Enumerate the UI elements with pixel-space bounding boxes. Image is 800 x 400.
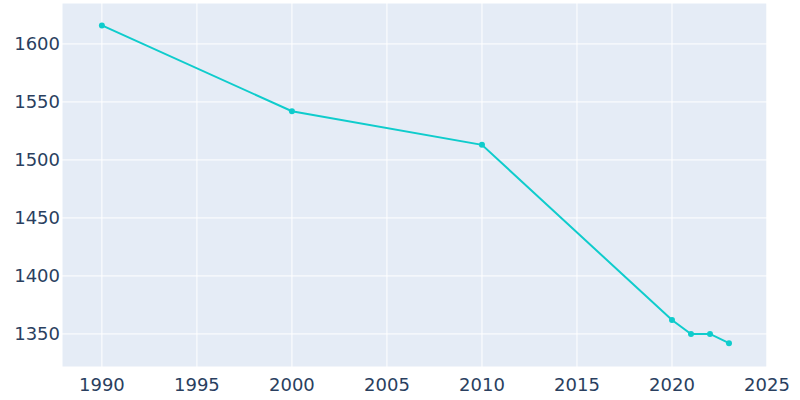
x-grid-line [576,3,577,367]
y-tick-label: 1350 [14,323,60,344]
x-grid-line [671,3,672,367]
x-tick-label: 2020 [649,374,695,395]
y-tick-label: 1500 [14,149,60,170]
x-tick-label: 1990 [79,374,125,395]
plot-frame [62,3,767,367]
x-grid-line [291,3,292,367]
y-grid-line [62,101,767,102]
marker [669,317,675,323]
x-grid-line [196,3,197,367]
chart: 1990 1995 2000 2005 2010 2015 2020 2025 1350 1400… [0,0,800,400]
plot-background [62,3,767,367]
y-tick-label: 1600 [14,33,60,54]
x-tick-label: 2005 [364,374,410,395]
marker [99,22,105,28]
y-tick-label: 1550 [14,91,60,112]
x-grid-line [386,3,387,367]
marker [688,331,694,337]
x-tick-label: 2000 [269,374,315,395]
y-grid-line [62,275,767,276]
y-grid-line [62,159,767,160]
x-grid-line [481,3,482,367]
y-grid-line [62,217,767,218]
line [102,25,729,343]
marker [726,340,732,346]
x-grid-line [101,3,102,367]
chart-container: 1990 1995 2000 2005 2010 2015 2020 2025 1350 1400… [0,0,800,400]
y-grid-line [62,43,767,44]
marker [289,108,295,114]
marker [707,331,713,337]
grid [62,3,767,367]
x-tick-label: 2010 [459,374,505,395]
y-tick-label: 1400 [14,265,60,286]
x-tick-label: 1995 [174,374,220,395]
x-tick-label: 2025 [744,374,790,395]
y-tick-label: 1450 [14,207,60,228]
x-tick-label: 2015 [554,374,600,395]
marker [479,142,485,148]
tick-labels: 1990 1995 2000 2005 2010 2015 2020 2025 1350 1400… [14,33,790,395]
y-grid-line [62,333,767,334]
data-layer [99,22,732,346]
